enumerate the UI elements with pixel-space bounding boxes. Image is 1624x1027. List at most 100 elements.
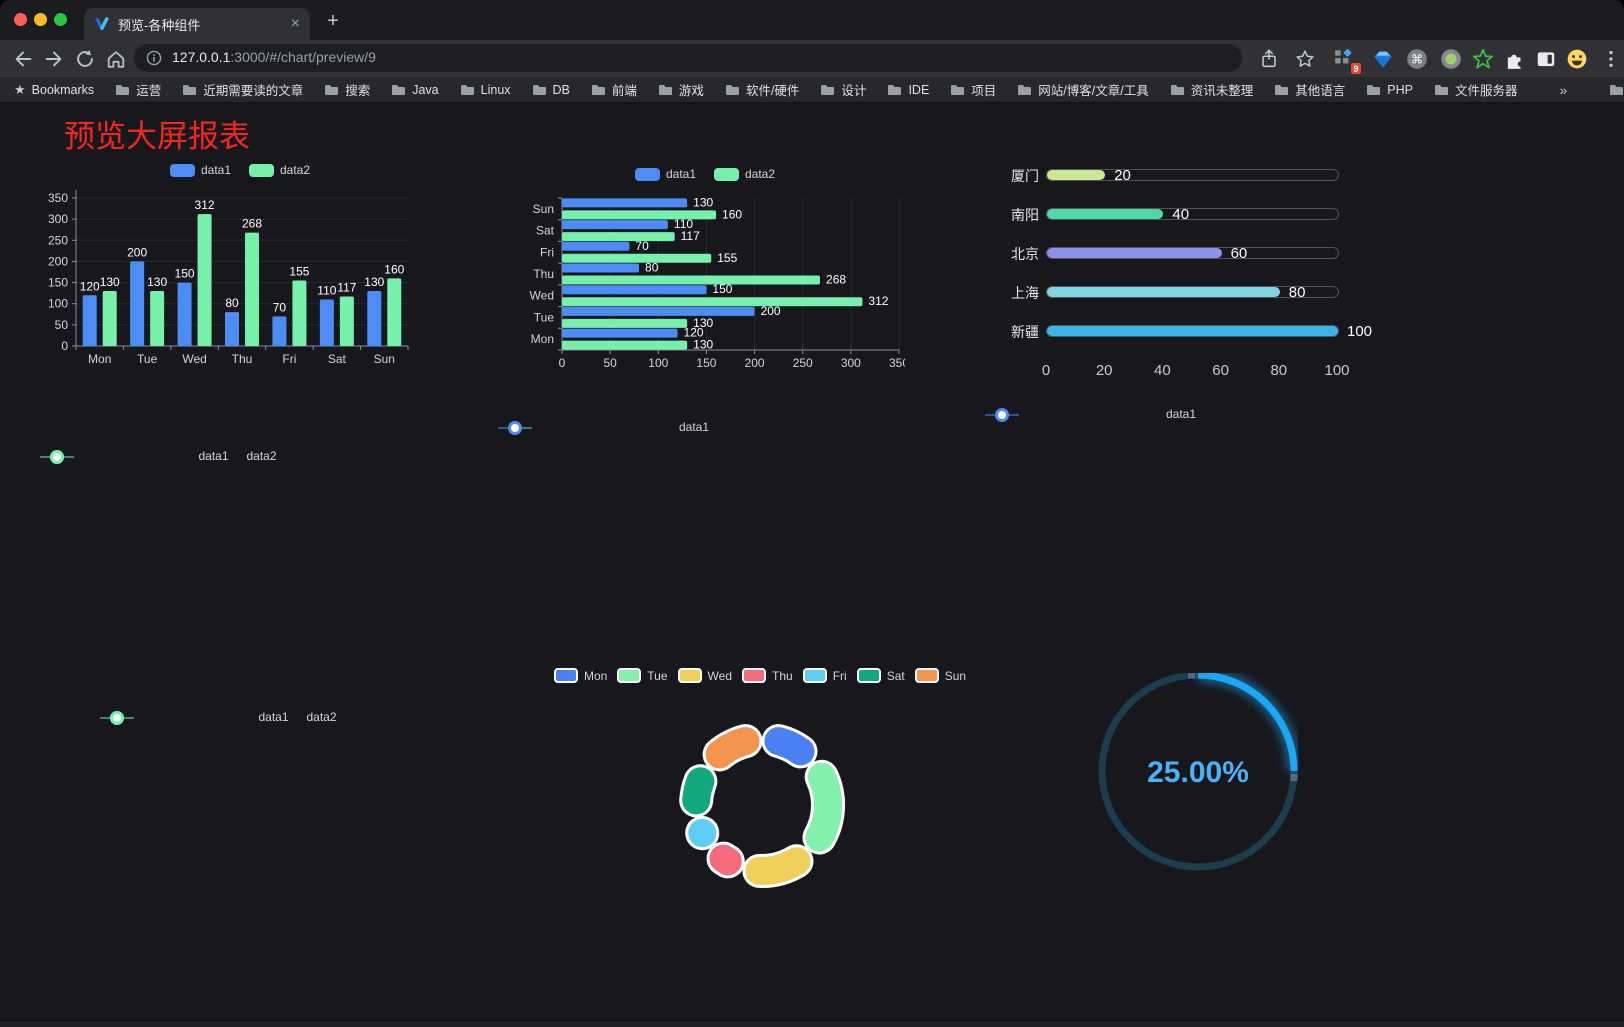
close-button[interactable] — [14, 13, 27, 26]
progress-bar-chart: 厦门 20 南阳 40 北京 60 上海 80 新疆 100 0 20 40 60 80 100 — [995, 158, 1372, 393]
svg-text:312: 312 — [868, 294, 888, 308]
legend-item[interactable]: Thu — [742, 668, 793, 683]
svg-text:130: 130 — [147, 275, 167, 289]
bookmarks-manager[interactable]: ★ Bookmarks — [14, 82, 94, 98]
record-extension-icon[interactable] — [1440, 48, 1462, 70]
legend-swatch — [802, 668, 827, 683]
folder-icon — [392, 84, 406, 95]
svg-text:0: 0 — [61, 339, 68, 353]
progress-fill — [1047, 209, 1164, 219]
bookmark-star-icon[interactable] — [1294, 48, 1316, 70]
folder-icon — [658, 84, 672, 95]
legend-item[interactable]: 050100150200250300350MonTueWedThuFriSatS… — [40, 449, 229, 464]
bookmark-folder[interactable]: 资讯未整理 — [1170, 80, 1253, 99]
reload-icon[interactable] — [74, 48, 96, 70]
tab-close-icon[interactable]: × — [290, 15, 300, 32]
bookmarks-bar: ★ Bookmarks 运营 近期需要读的文章 搜索 Java Linux DB 前端 游戏 软… — [0, 77, 1624, 103]
extension-grid-icon[interactable]: 9 — [1334, 48, 1361, 74]
legend-item[interactable]: 050100150200MonTueWedThuFriSatSun1202001… — [985, 407, 1196, 422]
other-bookmarks[interactable]: 其他书签 — [1609, 80, 1624, 99]
legend-item[interactable]: Mon — [553, 668, 607, 683]
bookmark-folder[interactable]: 运营 — [115, 80, 161, 99]
forward-icon[interactable] — [43, 48, 65, 70]
svg-text:120: 120 — [80, 279, 100, 293]
star-extension-icon[interactable] — [1472, 48, 1494, 70]
legend-item[interactable]: data2 — [100, 710, 337, 725]
legend-item[interactable]: data1 — [169, 163, 231, 177]
legend-item[interactable]: 050100150200250300350MonTueWedThuFriSatS… — [100, 710, 289, 725]
svg-text:350: 350 — [48, 191, 68, 205]
bookmark-folder[interactable]: 其他语言 — [1274, 80, 1345, 99]
share-icon[interactable] — [1258, 48, 1280, 70]
bookmarks-overflow-chevron[interactable]: » — [1559, 81, 1568, 98]
new-tab-button[interactable]: + — [327, 10, 339, 32]
bookmark-folder[interactable]: Linux — [460, 80, 511, 99]
chart-legend: data1 data2 — [40, 163, 440, 177]
bookmark-folder[interactable]: DB — [532, 80, 570, 99]
bookmark-folder[interactable]: PHP — [1366, 80, 1413, 99]
bookmark-folder[interactable]: IDE — [887, 80, 929, 99]
gradient-line-chart: 050100150200MonTueWedThuFriSatSun1202001… — [498, 412, 890, 632]
bookmark-folder[interactable]: Java — [391, 80, 439, 99]
back-icon[interactable] — [12, 48, 34, 70]
tab-favicon — [95, 17, 109, 30]
legend-item[interactable]: 050100150200MonTueWedThuFriSatSun1202001… — [498, 420, 709, 435]
legend-item[interactable]: Sat — [856, 668, 905, 683]
menu-dots-icon[interactable] — [1600, 48, 1622, 70]
legend-item[interactable]: data2 — [40, 449, 277, 464]
legend-item[interactable]: data1 — [634, 167, 696, 181]
legend-item[interactable]: Wed — [677, 668, 732, 683]
sidebar-extension-icon[interactable] — [1535, 48, 1557, 70]
legend-label: data1 — [200, 163, 231, 177]
home-icon[interactable] — [105, 48, 127, 70]
legend-item[interactable]: Tue — [617, 668, 668, 683]
url-bar[interactable]: 127.0.0.1:3000/#/chart/preview/9 — [134, 44, 1242, 72]
svg-text:100: 100 — [648, 356, 668, 370]
svg-text:⌘: ⌘ — [1411, 52, 1423, 66]
bookmark-folder[interactable]: 游戏 — [658, 80, 704, 99]
chart-legend: 050100150200MonTueWedThuFriSatSun1202001… — [985, 407, 1377, 422]
info-icon[interactable] — [146, 50, 162, 66]
svg-text:160: 160 — [384, 262, 404, 276]
bookmark-folder[interactable]: 搜索 — [324, 80, 370, 99]
svg-text:Tue: Tue — [137, 352, 158, 366]
folder-icon — [951, 84, 965, 95]
folder-icon — [888, 84, 902, 95]
legend-item[interactable]: data2 — [249, 163, 310, 177]
bookmarks-label: Bookmarks — [31, 82, 95, 97]
folder-icon — [725, 84, 739, 95]
svg-text:200: 200 — [761, 304, 781, 318]
stacked-area-chart: 050100150200250300350MonTueWedThuFriSatS… — [100, 700, 495, 932]
legend-item[interactable]: Sun — [914, 668, 966, 683]
fullscreen-button[interactable] — [54, 13, 67, 26]
command-extension-icon[interactable]: ⌘ — [1406, 48, 1428, 70]
grouped-bar-chart: data1 data2 0 50 100 150 200 250 300 350 Mon Tue We… — [40, 148, 440, 373]
legend-item[interactable]: data2 — [714, 167, 775, 181]
progress-track: 20 — [1046, 167, 1339, 184]
chart-canvas — [498, 412, 890, 632]
svg-text:50: 50 — [55, 318, 69, 332]
donut-chart: Mon Tue Wed Thu Fri Sat Sun — [553, 668, 966, 918]
browser-tab[interactable]: 预览-各种组件 × — [84, 8, 310, 40]
bookmark-folder[interactable]: 文件服务器 — [1434, 80, 1517, 99]
puzzle-extension-icon[interactable] — [1504, 48, 1526, 70]
bookmark-folder[interactable]: 软件/硬件 — [725, 80, 799, 99]
chart-canvas — [985, 400, 1377, 620]
progress-value: 100 — [1347, 323, 1373, 340]
gauge-chart: 25.00% — [1098, 673, 1298, 883]
legend-swatch — [553, 668, 578, 683]
bookmark-folder[interactable]: 项目 — [950, 80, 996, 99]
legend-label: Sat — [886, 668, 905, 683]
bookmark-folder[interactable]: 前端 — [591, 80, 637, 99]
emoji-extension-icon[interactable] — [1566, 48, 1588, 70]
bookmark-folder[interactable]: 设计 — [820, 80, 866, 99]
bookmark-folder[interactable]: 近期需要读的文章 — [182, 80, 303, 99]
bookmark-folder[interactable]: 网站/博客/文章/工具 — [1017, 80, 1149, 99]
legend-item[interactable]: Fri — [802, 668, 847, 683]
star-icon: ★ — [14, 81, 26, 97]
extension-badge: 9 — [1350, 63, 1361, 74]
minimize-button[interactable] — [34, 13, 47, 26]
gem-extension-icon[interactable] — [1372, 48, 1394, 70]
folder-icon — [183, 84, 197, 95]
progress-label: 上海 — [1011, 285, 1039, 301]
